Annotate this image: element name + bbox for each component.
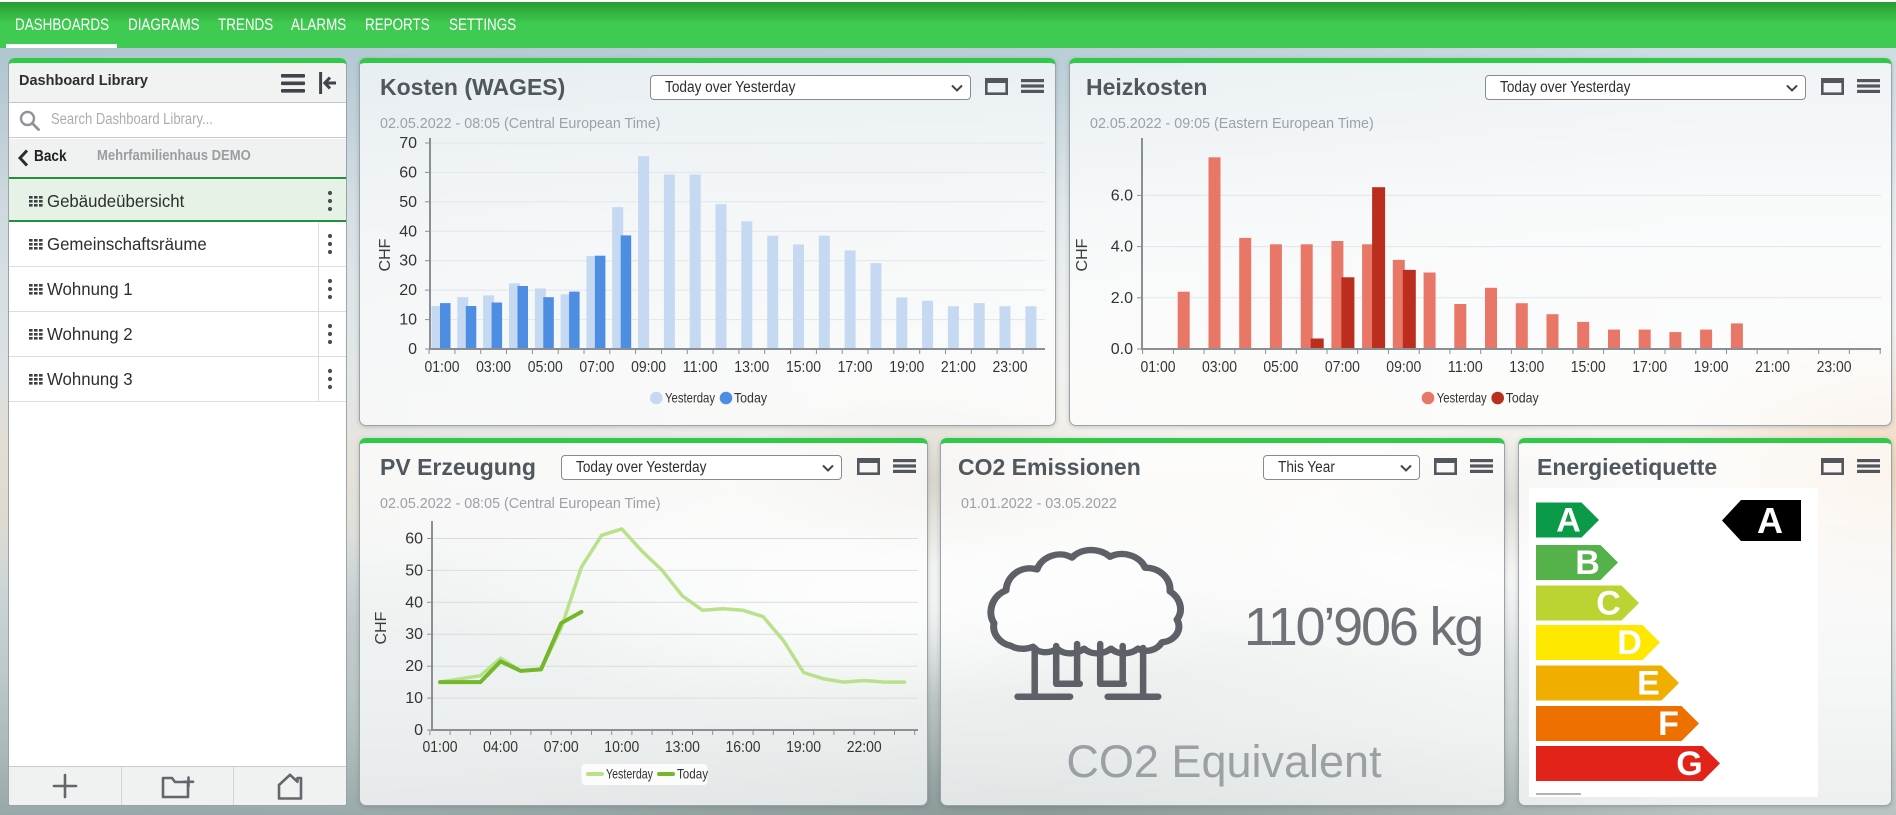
svg-text:03:00: 03:00	[1202, 359, 1237, 376]
svg-text:05:00: 05:00	[528, 359, 563, 376]
svg-text:E: E	[1637, 665, 1660, 703]
svg-text:20: 20	[405, 658, 423, 675]
svg-text:03:00: 03:00	[476, 359, 511, 376]
svg-text:19:00: 19:00	[786, 739, 821, 756]
svg-text:16:00: 16:00	[726, 739, 761, 756]
svg-text:07:00: 07:00	[544, 739, 579, 756]
svg-text:CHF: CHF	[373, 611, 390, 644]
svg-text:23:00: 23:00	[993, 359, 1028, 376]
svg-text:Yesterday: Yesterday	[606, 766, 653, 782]
svg-text:CHF: CHF	[1074, 238, 1091, 271]
svg-text:0: 0	[408, 341, 417, 358]
svg-text:10: 10	[399, 312, 417, 329]
svg-text:09:00: 09:00	[1386, 359, 1421, 376]
svg-text:05:00: 05:00	[1263, 359, 1298, 376]
svg-text:10:00: 10:00	[604, 739, 639, 756]
svg-text:CHF: CHF	[377, 238, 394, 271]
svg-text:13:00: 13:00	[734, 359, 769, 376]
svg-text:4.0: 4.0	[1111, 239, 1133, 256]
svg-text:Today: Today	[1506, 390, 1539, 406]
svg-text:22:00: 22:00	[847, 739, 882, 756]
svg-text:19:00: 19:00	[889, 359, 924, 376]
svg-text:01:00: 01:00	[1141, 359, 1176, 376]
svg-text:50: 50	[405, 562, 423, 579]
svg-text:01:00: 01:00	[425, 359, 460, 376]
svg-text:60: 60	[405, 531, 423, 548]
svg-text:11:00: 11:00	[1448, 359, 1483, 376]
svg-text:13:00: 13:00	[665, 739, 700, 756]
svg-text:F: F	[1658, 705, 1679, 743]
svg-text:C: C	[1596, 585, 1621, 623]
svg-text:17:00: 17:00	[838, 359, 873, 376]
svg-text:30: 30	[399, 253, 417, 270]
svg-text:30: 30	[405, 626, 423, 643]
svg-text:70: 70	[399, 135, 417, 152]
svg-text:B: B	[1575, 544, 1600, 582]
svg-text:0: 0	[414, 722, 423, 739]
svg-text:21:00: 21:00	[1755, 359, 1790, 376]
svg-text:09:00: 09:00	[631, 359, 666, 376]
svg-text:40: 40	[399, 223, 417, 240]
svg-text:40: 40	[405, 594, 423, 611]
svg-text:17:00: 17:00	[1632, 359, 1667, 376]
svg-text:07:00: 07:00	[579, 359, 614, 376]
svg-text:Today: Today	[677, 766, 708, 782]
svg-text:CO2 Equivalent: CO2 Equivalent	[1066, 736, 1382, 787]
svg-text:110’906 kg: 110’906 kg	[1244, 597, 1482, 657]
svg-text:60: 60	[399, 164, 417, 181]
svg-text:23:00: 23:00	[1817, 359, 1852, 376]
svg-text:13:00: 13:00	[1509, 359, 1544, 376]
svg-text:21:00: 21:00	[941, 359, 976, 376]
svg-text:50: 50	[399, 194, 417, 211]
svg-text:20: 20	[399, 282, 417, 299]
svg-text:Yesterday: Yesterday	[665, 390, 715, 406]
svg-text:0.0: 0.0	[1111, 341, 1133, 358]
svg-text:07:00: 07:00	[1325, 359, 1360, 376]
svg-text:15:00: 15:00	[1571, 359, 1606, 376]
svg-text:Today: Today	[734, 390, 767, 406]
svg-text:10: 10	[405, 690, 423, 707]
svg-text:A: A	[1757, 500, 1783, 541]
svg-text:2.0: 2.0	[1111, 290, 1133, 307]
svg-text:Yesterday: Yesterday	[1437, 390, 1487, 406]
svg-text:6.0: 6.0	[1111, 187, 1133, 204]
svg-text:D: D	[1617, 624, 1642, 662]
svg-text:15:00: 15:00	[786, 359, 821, 376]
svg-text:19:00: 19:00	[1694, 359, 1729, 376]
svg-text:01:00: 01:00	[423, 739, 458, 756]
svg-text:A: A	[1556, 502, 1581, 540]
svg-text:11:00: 11:00	[683, 359, 718, 376]
svg-text:G: G	[1676, 745, 1702, 783]
svg-text:04:00: 04:00	[483, 739, 518, 756]
